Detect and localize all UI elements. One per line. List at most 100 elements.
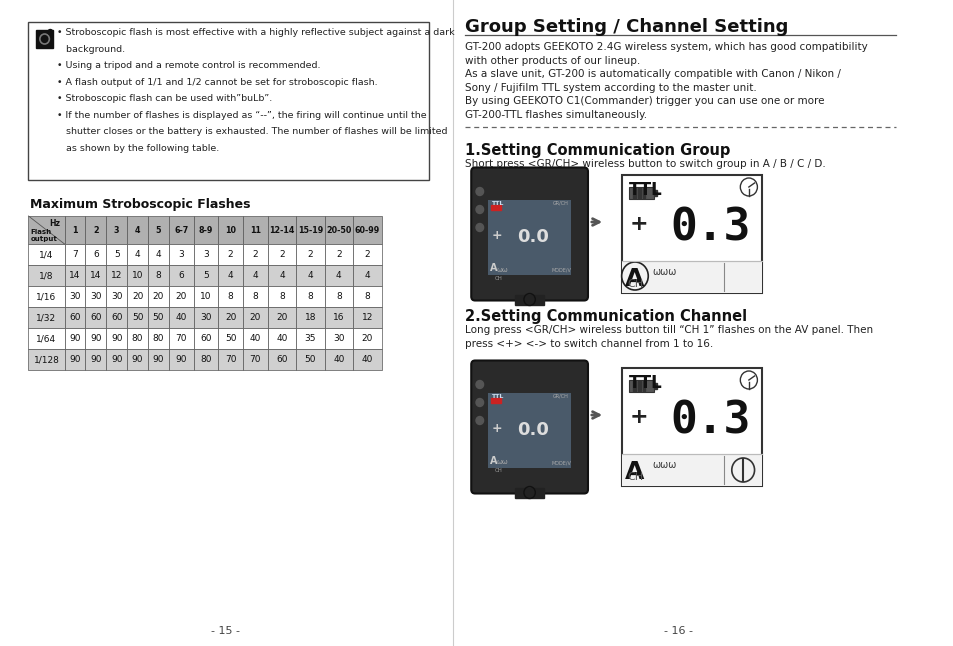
Text: 4: 4 [134, 225, 140, 234]
Bar [148, 328, 169, 349]
Text: 80: 80 [200, 355, 212, 364]
Text: 60: 60 [275, 355, 288, 364]
Text: 8: 8 [278, 292, 284, 301]
Bar [29, 216, 65, 244]
Bar [295, 216, 324, 244]
Text: 1/128: 1/128 [33, 355, 59, 364]
Text: 60-99: 60-99 [355, 225, 379, 234]
Bar [127, 328, 148, 349]
Circle shape [476, 205, 483, 213]
Bar [324, 328, 353, 349]
Text: 20-50: 20-50 [326, 225, 351, 234]
Bar [243, 286, 268, 307]
Bar [218, 349, 243, 370]
FancyBboxPatch shape [471, 167, 587, 300]
Text: By using GEEKOTO C1(Commander) trigger you can use one or more: By using GEEKOTO C1(Commander) trigger y… [465, 96, 823, 106]
Text: Group Setting / Channel Setting: Group Setting / Channel Setting [465, 18, 787, 36]
Text: 8: 8 [307, 292, 313, 301]
Text: 14: 14 [91, 271, 101, 280]
Circle shape [48, 30, 52, 34]
Text: 30: 30 [333, 334, 344, 343]
Text: 90: 90 [111, 334, 122, 343]
Bar [268, 307, 295, 328]
Text: 90: 90 [90, 355, 102, 364]
Bar [633, 381, 636, 391]
Text: A: A [624, 460, 644, 484]
Text: +: + [491, 229, 501, 242]
Text: 1.Setting Communication Group: 1.Setting Communication Group [465, 143, 730, 158]
Text: • A flash output of 1/1 and 1/2 cannot be set for stroboscopic flash.: • A flash output of 1/1 and 1/2 cannot b… [57, 78, 377, 87]
Text: 1/64: 1/64 [36, 334, 56, 343]
Bar [193, 307, 218, 328]
Text: A: A [490, 455, 497, 466]
Text: MODE/V: MODE/V [551, 267, 570, 273]
Text: • Stroboscopic flash can be used with”buLb”.: • Stroboscopic flash can be used with”bu… [57, 94, 272, 103]
Bar [86, 328, 106, 349]
Bar [642, 188, 645, 198]
Bar [148, 216, 169, 244]
Bar [353, 307, 381, 328]
Bar [629, 187, 653, 199]
Bar [193, 244, 218, 265]
Bar [268, 216, 295, 244]
Text: CH: CH [626, 279, 642, 289]
Bar [324, 216, 353, 244]
Bar [621, 175, 761, 293]
Bar [169, 286, 193, 307]
Text: 0.3: 0.3 [670, 207, 750, 249]
Bar [86, 286, 106, 307]
Text: 15-19: 15-19 [297, 225, 323, 234]
Text: 50: 50 [152, 313, 164, 322]
Circle shape [476, 417, 483, 424]
Text: as shown by the following table.: as shown by the following table. [57, 143, 219, 152]
Bar [488, 393, 570, 468]
Text: ωωω: ωωω [651, 460, 676, 470]
Bar [169, 328, 193, 349]
Bar [633, 188, 636, 198]
Bar [295, 349, 324, 370]
Text: 3: 3 [178, 250, 184, 259]
Bar [127, 265, 148, 286]
Bar [642, 381, 645, 391]
Text: 20: 20 [175, 292, 187, 301]
Bar [29, 349, 65, 370]
Bar [621, 454, 761, 486]
Text: with other products of our lineup.: with other products of our lineup. [465, 56, 639, 65]
Text: 70: 70 [225, 355, 236, 364]
Bar [29, 307, 65, 328]
Bar [653, 383, 656, 389]
Text: 60: 60 [90, 313, 102, 322]
Bar [218, 244, 243, 265]
Text: 80: 80 [152, 334, 164, 343]
Text: 8: 8 [253, 292, 258, 301]
Text: - 15 -: - 15 - [212, 626, 240, 636]
Bar [148, 307, 169, 328]
Text: GT-200 adopts GEEKOTO 2.4G wireless system, which has good compatibility: GT-200 adopts GEEKOTO 2.4G wireless syst… [465, 42, 867, 52]
Bar [218, 265, 243, 286]
Bar [491, 205, 500, 209]
Text: 0.3: 0.3 [670, 399, 750, 443]
Bar [218, 286, 243, 307]
Text: 20: 20 [132, 292, 143, 301]
Text: 7: 7 [72, 250, 78, 259]
Bar [193, 265, 218, 286]
Bar [106, 307, 127, 328]
Bar [65, 307, 86, 328]
Text: 80: 80 [132, 334, 143, 343]
Text: 50: 50 [132, 313, 143, 322]
Bar [127, 216, 148, 244]
Bar [353, 244, 381, 265]
Text: shutter closes or the battery is exhausted. The number of flashes will be limite: shutter closes or the battery is exhaust… [57, 127, 447, 136]
Text: 8: 8 [228, 292, 233, 301]
Text: 10: 10 [225, 225, 236, 234]
Text: 1/16: 1/16 [36, 292, 56, 301]
Bar [65, 328, 86, 349]
Bar [243, 216, 268, 244]
Text: TTL: TTL [491, 200, 503, 205]
Text: 5: 5 [155, 225, 161, 234]
Bar [29, 22, 429, 180]
Text: Hz: Hz [50, 219, 61, 228]
Bar [127, 286, 148, 307]
Text: 1/8: 1/8 [39, 271, 53, 280]
Text: GT-200-TTL flashes simultaneously.: GT-200-TTL flashes simultaneously. [465, 110, 646, 120]
